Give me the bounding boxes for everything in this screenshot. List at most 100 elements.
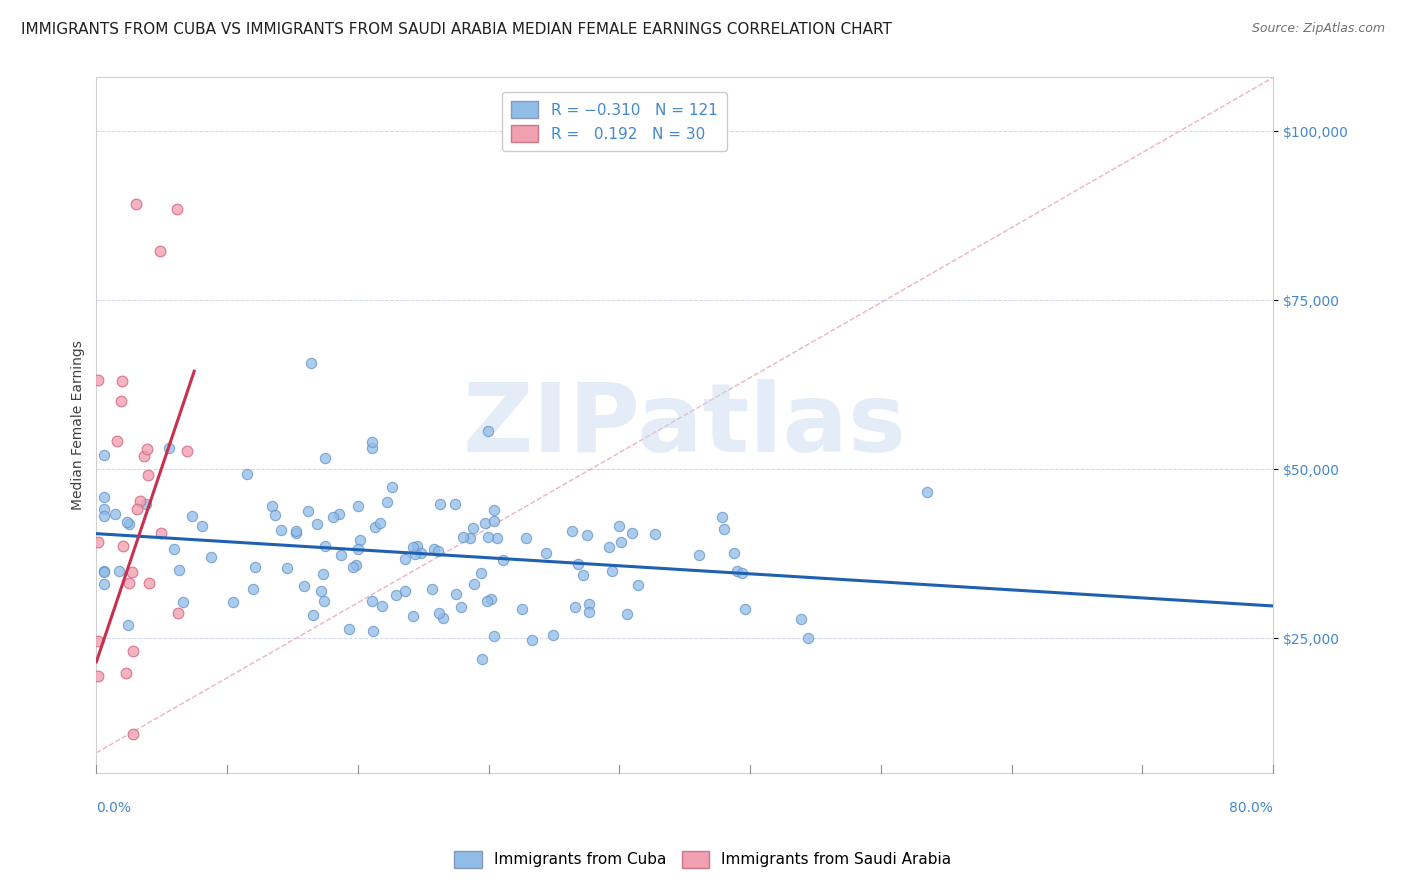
Point: [135, 498, 157, 512]
Point: [311, 583, 333, 598]
Point: [360, 434, 382, 449]
Point: [515, 531, 537, 545]
Point: [475, 594, 498, 608]
Point: [347, 499, 370, 513]
Point: [790, 612, 813, 626]
Point: [402, 541, 425, 555]
Point: [111, 539, 134, 553]
Point: [797, 632, 820, 646]
Point: [406, 539, 429, 553]
Point: [360, 594, 382, 608]
Point: [122, 644, 145, 658]
Point: [264, 508, 287, 522]
Point: [305, 517, 328, 532]
Point: [429, 497, 451, 511]
Point: [471, 652, 494, 666]
Point: [93, 509, 115, 524]
Point: [222, 595, 245, 609]
Point: [285, 526, 308, 541]
Point: [422, 582, 444, 597]
Point: [621, 526, 644, 541]
Point: [176, 444, 198, 458]
Point: [115, 515, 138, 529]
Point: [157, 441, 180, 455]
Point: [107, 564, 129, 578]
Point: [567, 558, 589, 572]
Point: [105, 434, 128, 448]
Point: [385, 588, 408, 602]
Point: [688, 549, 710, 563]
Point: [578, 606, 600, 620]
Point: [127, 502, 149, 516]
Point: [115, 811, 138, 825]
Point: [111, 774, 134, 789]
Point: [710, 510, 733, 524]
Point: [149, 244, 172, 258]
Point: [610, 535, 633, 549]
Point: [87, 862, 110, 876]
Point: [731, 566, 754, 581]
Point: [725, 564, 748, 578]
Point: [93, 501, 115, 516]
Point: [93, 564, 115, 578]
Point: [394, 584, 416, 599]
Point: [328, 508, 350, 522]
Point: [534, 546, 557, 560]
Point: [297, 504, 319, 518]
Point: [510, 601, 533, 615]
Y-axis label: Median Female Earnings: Median Female Earnings: [72, 341, 86, 510]
Point: [243, 560, 266, 574]
Point: [87, 535, 110, 549]
Point: [598, 540, 620, 554]
Legend: R = −0.310   N = 121, R =   0.192   N = 30: R = −0.310 N = 121, R = 0.192 N = 30: [502, 92, 727, 152]
Point: [578, 597, 600, 611]
Point: [723, 546, 745, 560]
Point: [463, 577, 485, 591]
Point: [167, 606, 190, 620]
Point: [122, 794, 145, 808]
Point: [276, 561, 298, 575]
Point: [474, 516, 496, 530]
Point: [917, 485, 939, 500]
Point: [360, 441, 382, 455]
Point: [285, 524, 308, 538]
Point: [627, 578, 650, 592]
Point: [426, 544, 449, 558]
Point: [380, 480, 402, 494]
Point: [427, 607, 450, 621]
Point: [444, 587, 467, 601]
Point: [162, 541, 184, 556]
Point: [347, 542, 370, 557]
Point: [172, 595, 194, 609]
Point: [200, 549, 222, 564]
Point: [409, 546, 432, 560]
Point: [339, 622, 361, 636]
Point: [375, 495, 398, 509]
Point: [370, 516, 392, 531]
Point: [401, 609, 423, 624]
Point: [329, 548, 352, 562]
Point: [342, 560, 364, 574]
Text: Source: ZipAtlas.com: Source: ZipAtlas.com: [1251, 22, 1385, 36]
Point: [363, 624, 385, 638]
Point: [484, 629, 506, 643]
Point: [564, 599, 586, 614]
Point: [734, 602, 756, 616]
Point: [132, 450, 155, 464]
Point: [423, 542, 446, 557]
Point: [561, 524, 583, 538]
Point: [125, 197, 148, 211]
Point: [543, 627, 565, 641]
Point: [484, 515, 506, 529]
Point: [121, 565, 143, 579]
Text: 0.0%: 0.0%: [97, 801, 131, 815]
Point: [450, 599, 472, 614]
Point: [600, 564, 623, 578]
Point: [93, 576, 115, 591]
Point: [93, 565, 115, 579]
Point: [117, 617, 139, 632]
Point: [87, 669, 110, 683]
Point: [572, 568, 595, 582]
Point: [118, 516, 141, 531]
Point: [138, 575, 160, 590]
